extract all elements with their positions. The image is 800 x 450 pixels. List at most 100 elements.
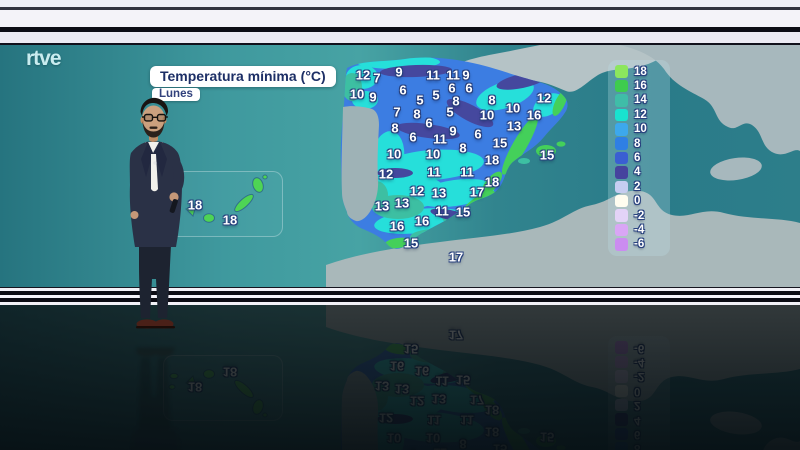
rtve-logo: rtve	[26, 47, 62, 70]
land-africa	[326, 190, 800, 287]
temperature-label: 6	[465, 80, 473, 96]
temperature-label: 10	[349, 86, 365, 102]
legend-value: 12	[634, 108, 647, 121]
map-title-unit: (°C)	[300, 68, 326, 84]
temperature-label: 5	[446, 104, 454, 120]
temperature-label: 11	[435, 203, 449, 219]
legend-value: 10	[634, 123, 647, 136]
legend-color-swatch	[615, 180, 628, 194]
legend-item: 16	[611, 79, 667, 93]
legend-item: -6	[611, 238, 667, 251]
studio-floor: rtve Temperatura mínima(°C) Lunes 181614…	[0, 305, 800, 450]
map-title: Temperatura mínima	[160, 68, 297, 84]
legend-color-swatch	[615, 123, 628, 136]
legend-value: 2	[634, 180, 641, 193]
temperature-label: 11	[427, 164, 441, 180]
temperature-label: 11	[460, 164, 474, 180]
legend-item: 2	[611, 180, 667, 194]
temperature-label: 18	[187, 197, 203, 213]
legend-color-swatch	[615, 108, 628, 122]
temperature-label: 9	[462, 67, 470, 83]
temperature-label: 18	[222, 212, 238, 228]
temperature-label: 5	[416, 92, 424, 108]
land-italy	[620, 45, 800, 155]
temperature-label: 12	[378, 166, 394, 182]
legend-color-swatch	[615, 166, 628, 179]
temperature-label: 16	[526, 107, 542, 123]
temperature-label: 13	[374, 198, 390, 214]
legend-value: 14	[634, 94, 647, 107]
legend-color-swatch	[615, 238, 628, 251]
temperature-label: 7	[393, 104, 401, 120]
legend-value: -4	[634, 223, 645, 236]
presenter-reflection	[129, 347, 182, 450]
legend-item: 4	[611, 166, 667, 179]
temperature-label: 10	[425, 146, 441, 162]
temperature-label: 8	[452, 93, 460, 109]
temperature-label: 16	[414, 213, 430, 229]
legend-value: 18	[634, 65, 647, 78]
temperature-label: 12	[355, 67, 371, 83]
legend-item: 10	[611, 123, 667, 136]
temperature-label: 10	[386, 146, 402, 162]
legend-color-swatch	[615, 79, 628, 93]
weather-map	[0, 45, 800, 287]
legend-value: 0	[634, 195, 641, 208]
temperature-label: 6	[448, 80, 456, 96]
temperature-label: 15	[403, 235, 419, 251]
legend-value: 8	[634, 137, 641, 150]
legend-color-swatch	[615, 194, 628, 208]
temperature-label: 15	[455, 204, 471, 220]
legend-color-swatch	[615, 137, 628, 150]
legend-item: 14	[611, 94, 667, 107]
legend-item: 6	[611, 151, 667, 165]
legend-color-swatch	[615, 223, 628, 237]
temperature-label: 6	[409, 129, 417, 145]
canary-islands-map	[168, 174, 268, 223]
weather-presenter	[129, 97, 185, 329]
studio-ceiling-frame	[0, 0, 800, 45]
legend-value: 4	[634, 166, 641, 179]
legend-item: -4	[611, 223, 667, 237]
temperature-label: 5	[432, 87, 440, 103]
temperature-label: 6	[399, 82, 407, 98]
temperature-label: 13	[394, 195, 410, 211]
legend-item: -2	[611, 209, 667, 222]
temperature-label: 11	[426, 67, 440, 83]
temperature-label: 13	[431, 185, 447, 201]
legend-color-swatch	[615, 209, 628, 222]
legend-item: 18	[611, 65, 667, 78]
temperature-label: 16	[389, 218, 405, 234]
legend-item: 12	[611, 108, 667, 122]
legend-item: 8	[611, 137, 667, 150]
balearic-islands	[518, 141, 566, 164]
temperature-label: 15	[539, 147, 555, 163]
temperature-label: 11	[433, 131, 447, 147]
temperature-label: 12	[536, 90, 552, 106]
temperature-label: 11	[446, 67, 460, 83]
legend-value: -2	[634, 209, 645, 222]
temperature-label: 10	[479, 107, 495, 123]
legend-color-swatch	[615, 65, 628, 78]
temperature-label: 6	[474, 126, 482, 142]
temperature-label: 18	[484, 152, 500, 168]
map-title-panel: Temperatura mínima (°C)	[150, 66, 336, 87]
land-portugal	[341, 106, 379, 222]
temperature-legend: 18 16 14 12 10 8 6 4 2 0 -2 -4 -6	[608, 60, 670, 257]
legend-item: 0	[611, 194, 667, 208]
temperature-label: 12	[409, 183, 425, 199]
legend-value: 6	[634, 152, 641, 165]
temperature-label: 15	[492, 135, 508, 151]
legend-color-swatch	[615, 151, 628, 165]
spain-temperature-shading	[342, 57, 568, 249]
legend-color-swatch	[615, 94, 628, 107]
temperature-label: 8	[459, 140, 467, 156]
land-sicily	[710, 157, 762, 181]
temperature-label: 8	[413, 106, 421, 122]
land-france	[448, 45, 676, 92]
temperature-label: 8	[391, 120, 399, 136]
temperature-label: 17	[469, 184, 485, 200]
temperature-label: 9	[449, 123, 457, 139]
studio-floor-trim	[0, 287, 800, 305]
